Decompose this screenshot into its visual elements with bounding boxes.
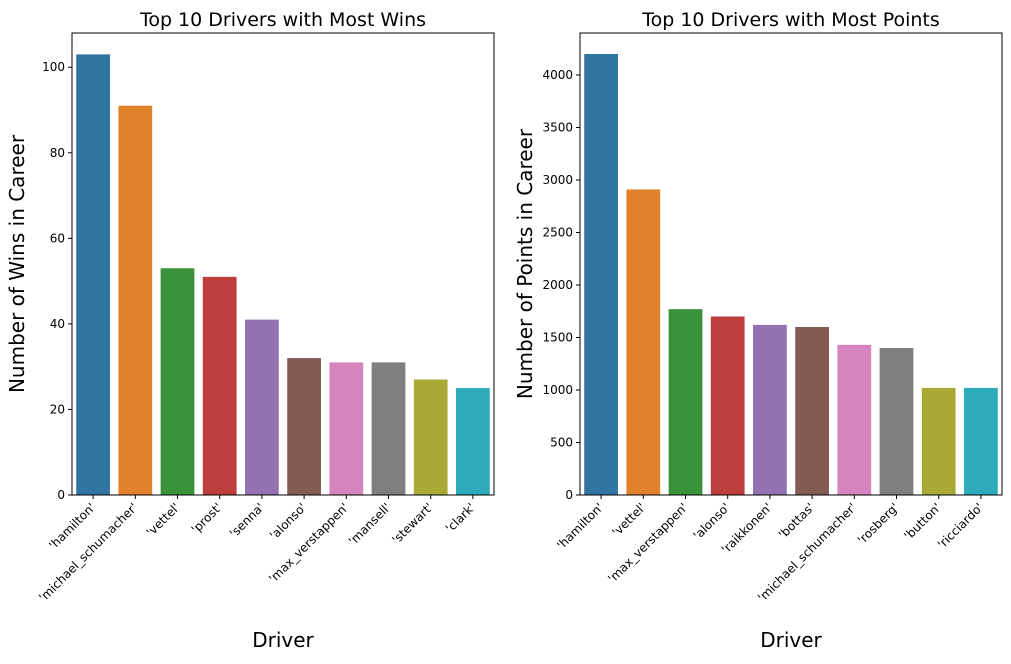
wins-ytick-label-0: 0: [57, 488, 65, 502]
points-ytick-label-7: 3500: [542, 121, 573, 135]
wins-xtick-label-8: 'stewart': [389, 500, 435, 546]
wins-bar-6: [329, 362, 364, 495]
points-ytick-label-6: 3000: [542, 173, 573, 187]
wins-bar-5: [287, 358, 321, 495]
points-chart-title: Top 10 Drivers with Most Points: [641, 9, 940, 31]
wins-ytick-label-3: 60: [50, 231, 65, 245]
wins-bar-8: [413, 379, 448, 495]
points-x-axis-label: Driver: [760, 628, 822, 652]
wins-axes-frame: [71, 32, 495, 496]
wins-xtick-label-5: 'alonso': [267, 500, 309, 542]
points-xtick-label-9: 'ricciardo': [935, 500, 986, 551]
points-bar-4: [753, 324, 787, 495]
wins-xtick-label-7: 'mansell': [346, 500, 394, 548]
points-xtick-label-3: 'alonso': [691, 500, 733, 542]
points-ytick-label-4: 2000: [542, 278, 573, 292]
points-bar-6: [837, 344, 872, 495]
wins-bar-4: [245, 319, 279, 495]
points-ytick-label-5: 2500: [542, 226, 573, 240]
wins-ytick-label-2: 40: [50, 317, 65, 331]
wins-ytick-label-5: 100: [42, 60, 65, 74]
wins-xtick-label-2: 'vettel': [144, 500, 183, 539]
points-xtick-label-7: 'rosberg': [855, 500, 902, 547]
points-bar-5: [795, 327, 829, 495]
wins-xtick-label-9: 'clark': [443, 500, 478, 535]
points-ytick-label-8: 4000: [542, 68, 573, 82]
points-y-axis-label: Number of Points in Career: [513, 128, 537, 399]
points-bar-2: [668, 309, 703, 495]
wins-ytick-label-1: 20: [50, 402, 65, 416]
points-bar-1: [626, 189, 661, 495]
wins-x-axis-label: Driver: [252, 628, 314, 652]
points-xtick-label-5: 'bottas': [776, 500, 817, 541]
points-xtick-label-2: 'max_verstappen': [605, 500, 690, 585]
wins-xtick-label-3: 'prost': [189, 500, 225, 536]
wins-xtick-label-6: 'max_verstappen': [266, 500, 351, 585]
points-xtick-label-0: 'hamilton': [554, 500, 606, 552]
wins-bar-2: [160, 268, 195, 495]
points-ytick-label-3: 1500: [542, 331, 573, 345]
wins-bar-0: [76, 54, 110, 495]
wins-bar-3: [202, 276, 237, 495]
wins-chart-panel: 020406080100'hamilton''michael_schumache…: [5, 9, 495, 652]
points-ytick-label-0: 0: [565, 488, 573, 502]
points-axes-frame: [579, 32, 1003, 496]
wins-chart-title: Top 10 Drivers with Most Wins: [139, 9, 426, 31]
wins-y-axis-label: Number of Wins in Career: [5, 134, 29, 393]
wins-bar-1: [118, 105, 153, 495]
points-bar-8: [921, 387, 956, 495]
points-bar-9: [964, 387, 998, 495]
points-bar-3: [710, 316, 745, 495]
points-bar-0: [584, 54, 618, 495]
wins-bar-7: [371, 362, 406, 495]
points-ytick-label-2: 1000: [542, 383, 573, 397]
wins-bar-9: [456, 388, 490, 495]
wins-xtick-label-4: 'senna': [227, 500, 267, 540]
wins-ytick-label-4: 80: [50, 146, 65, 160]
points-ytick-label-1: 500: [550, 436, 573, 450]
points-xtick-label-1: 'vettel': [609, 500, 648, 539]
points-chart-panel: 0 500 1000 1500 2000 2500 3000 3500 4000 'hamilto…: [513, 9, 1003, 652]
points-xtick-label-8: 'button': [901, 500, 944, 543]
points-bar-7: [879, 348, 914, 495]
